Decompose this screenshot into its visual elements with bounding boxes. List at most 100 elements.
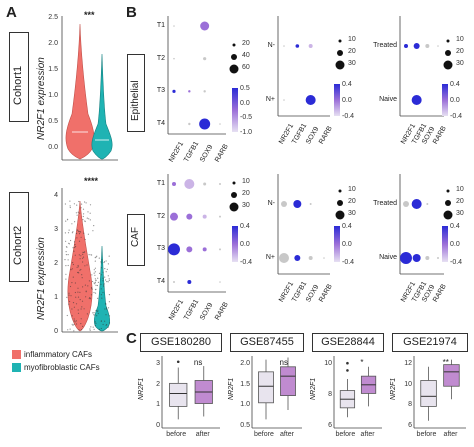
epi-n-row-label: N+	[265, 96, 275, 103]
jitter-point	[77, 312, 80, 314]
color-scale-bar	[232, 226, 238, 262]
cohort1-y-tick: 1.5	[48, 66, 58, 73]
dotplot-point	[188, 122, 191, 126]
jitter-point	[102, 277, 104, 279]
jitter-point	[76, 204, 78, 206]
jitter-point	[65, 246, 68, 248]
boxplot-y-tick: 8	[408, 401, 412, 409]
size-legend-label: 20	[456, 198, 464, 205]
dotplot-point	[323, 257, 325, 259]
jitter-point	[64, 232, 66, 234]
jitter-point	[103, 283, 105, 285]
jitter-point	[82, 256, 85, 258]
dotplot-point	[425, 44, 430, 48]
jitter-point	[70, 295, 72, 297]
dotplot-point	[281, 201, 287, 207]
jitter-point	[72, 324, 74, 326]
cohort1-y-tick: 1.0	[48, 92, 58, 99]
jitter-point	[89, 329, 91, 331]
color-scale-tick: 0.0	[450, 241, 460, 248]
boxplot-x-label: before	[254, 431, 274, 438]
jitter-point	[74, 321, 76, 323]
jitter-point	[79, 299, 81, 301]
boxplot-ylabel: NR2F1	[138, 377, 145, 400]
jitter-point	[78, 329, 80, 331]
jitter-point	[98, 328, 101, 330]
jitter-point	[86, 264, 88, 266]
jitter-point	[89, 328, 91, 330]
jitter-point	[71, 282, 73, 284]
dotplot-point	[184, 179, 195, 189]
boxplot-y-tick: 8	[328, 391, 332, 398]
jitter-point	[78, 200, 80, 203]
boxplot-y-tick: 2	[156, 380, 160, 388]
jitter-point	[80, 308, 82, 310]
jitter-point	[84, 265, 86, 267]
jitter-point	[97, 309, 99, 311]
size-legend-dot	[231, 54, 237, 60]
jitter-point	[100, 274, 102, 276]
jitter-point	[72, 302, 75, 304]
dotplot-point	[295, 44, 300, 48]
jitter-point	[72, 276, 74, 278]
jitter-point	[80, 323, 82, 325]
caf-n-row-label: N-	[267, 200, 275, 207]
epi-t-row-label: T1	[156, 22, 165, 29]
dotplot-point	[294, 255, 301, 261]
boxplot-significance: ns	[279, 358, 288, 367]
jitter-point	[81, 203, 83, 205]
boxplot-ylabel: NR2F1	[228, 377, 235, 400]
jitter-point	[68, 229, 70, 231]
size-legend	[229, 181, 239, 212]
dotplot-point	[186, 246, 193, 253]
jitter-point	[70, 239, 72, 242]
jitter-point	[65, 220, 67, 222]
boxplot-ylabel: NR2F1	[390, 377, 397, 400]
dotplot-point	[172, 89, 176, 93]
jitter-point	[72, 247, 74, 249]
jitter-point	[102, 323, 104, 326]
jitter-point	[80, 318, 82, 320]
jitter-point	[79, 269, 81, 271]
epithelial-title-box: Epithelial	[127, 54, 145, 132]
jitter-point	[89, 212, 91, 214]
boxplot-x-label: before	[166, 431, 187, 438]
boxplot-significance: *	[360, 358, 364, 367]
jitter-point	[80, 329, 82, 331]
jitter-point	[75, 303, 78, 305]
caf-t-row-label: T1	[156, 180, 165, 187]
jitter-point	[104, 268, 106, 270]
jitter-point	[76, 214, 78, 216]
size-legend-dot	[232, 43, 236, 47]
jitter-point	[94, 321, 96, 323]
jitter-point	[75, 212, 77, 214]
cohort1-y-tick: 2.5	[48, 14, 58, 21]
dotplot-point	[188, 90, 191, 93]
cohort1-title: Cohort1	[12, 65, 24, 105]
size-legend-dot	[335, 60, 345, 70]
color-scale-tick: 0.4	[450, 223, 460, 230]
jitter-point	[65, 278, 67, 280]
jitter-point	[94, 292, 97, 294]
dotplot-point	[309, 203, 312, 205]
jitter-point	[79, 212, 81, 214]
jitter-point	[68, 292, 70, 294]
jitter-point	[106, 268, 108, 270]
jitter-point	[107, 281, 109, 283]
jitter-point	[82, 325, 84, 327]
caf-title-box: CAF	[127, 214, 145, 266]
jitter-point	[75, 323, 78, 325]
size-legend-dot	[335, 210, 345, 220]
jitter-point	[94, 324, 96, 327]
caf-t-gene-label: SOX9	[198, 301, 215, 322]
epi-n-row-label: N-	[267, 42, 275, 49]
boxplot-y-tick: 12	[404, 360, 412, 367]
dotplot-point	[168, 243, 180, 256]
jitter-point	[98, 272, 101, 274]
color-scale-tick: 0.4	[342, 223, 352, 230]
size-legend-label: 20	[456, 48, 464, 55]
jitter-point	[83, 213, 85, 215]
jitter-point	[93, 225, 95, 227]
boxplot-y-tick: 10	[324, 360, 332, 367]
size-legend-dot	[338, 189, 342, 193]
